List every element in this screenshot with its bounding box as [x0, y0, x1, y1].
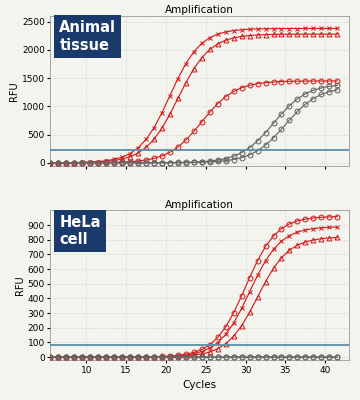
Title: Amplification: Amplification: [165, 200, 234, 210]
X-axis label: Cycles: Cycles: [183, 380, 217, 390]
Y-axis label: RFU: RFU: [9, 81, 19, 100]
Title: Amplification: Amplification: [165, 5, 234, 15]
Text: Animal
tissue: Animal tissue: [59, 20, 116, 53]
Y-axis label: RFU: RFU: [15, 276, 25, 295]
Text: HeLa
cell: HeLa cell: [59, 215, 101, 247]
